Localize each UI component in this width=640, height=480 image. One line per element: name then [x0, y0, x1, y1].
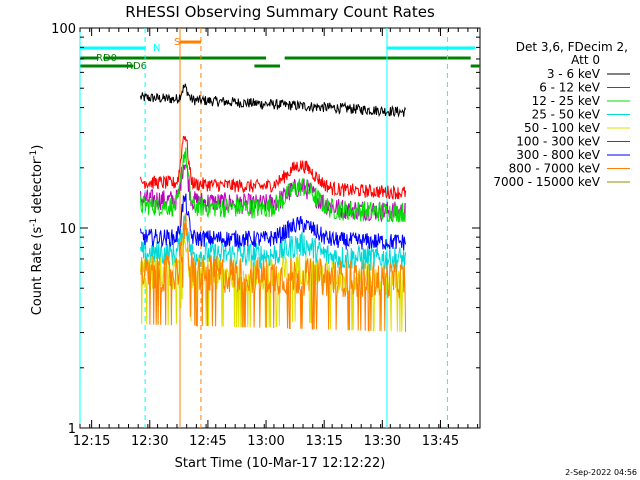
series-line-6 [140, 193, 407, 251]
timestamp: 2-Sep-2022 04:56 [565, 468, 637, 477]
series-lines [140, 83, 407, 332]
y-axis-label: Count Rate (s-1 detector-1) [29, 145, 45, 316]
y-tick-label: 100 [51, 22, 76, 37]
legend-entry-label: 25 - 50 keV [532, 108, 601, 122]
series-line-3 [140, 215, 407, 273]
series-line-2 [140, 147, 407, 223]
legend-entry-label: 7000 - 15000 keV [493, 175, 600, 189]
legend-header: Det 3,6, FDecim 2, [516, 40, 628, 54]
x-tick-label: 13:45 [422, 434, 459, 449]
legend-entry-label: 800 - 7000 keV [509, 162, 601, 176]
y-axis-label-sup: -1 [29, 150, 39, 159]
legend-entry-label: 3 - 6 keV [547, 67, 601, 81]
flag-label-rd0: RD0 [96, 53, 117, 64]
flag-label-n: N [153, 43, 160, 54]
y-axis-ticks: 1 10 100 [51, 22, 480, 437]
x-tick-label: 13:00 [247, 434, 284, 449]
x-axis-ticks: 12:15 12:30 12:45 13:00 13:15 13:30 13:45 [73, 28, 479, 449]
time-markers [79, 28, 448, 428]
flag-label-s: S [174, 37, 180, 48]
x-tick-label: 13:30 [364, 434, 401, 449]
series-line-7 [140, 212, 407, 332]
series-line-5 [140, 135, 407, 200]
y-tick-label: 10 [59, 222, 76, 237]
legend-entry-label: 6 - 12 keV [539, 81, 601, 95]
flag-label-rd6: RD6 [126, 61, 147, 72]
x-tick-label: 12:30 [131, 434, 168, 449]
x-tick-label: 12:45 [189, 434, 226, 449]
legend-entry-label: 100 - 300 keV [516, 135, 600, 149]
y-axis-label-part: Count Rate (s [30, 227, 45, 316]
legend-header: Att 0 [571, 53, 600, 67]
legend-entry-label: 300 - 800 keV [516, 148, 600, 162]
y-axis-label-part: ) [30, 145, 45, 150]
x-tick-label: 13:15 [305, 434, 342, 449]
legend-entry-label: 50 - 100 keV [524, 121, 601, 135]
y-axis-label-part: detector [30, 158, 45, 218]
series-line-0 [140, 83, 407, 118]
y-tick-label: 1 [68, 422, 76, 437]
y-axis-label-sup: -1 [29, 218, 39, 227]
x-tick-label: 12:15 [73, 434, 110, 449]
flag-bars: N S RD0 RD6 [80, 37, 480, 72]
chart-title: RHESSI Observing Summary Count Rates [125, 3, 435, 21]
legend-entry-label: 12 - 25 keV [532, 94, 601, 108]
x-axis-label: Start Time (10-Mar-17 12:12:22) [175, 456, 386, 471]
